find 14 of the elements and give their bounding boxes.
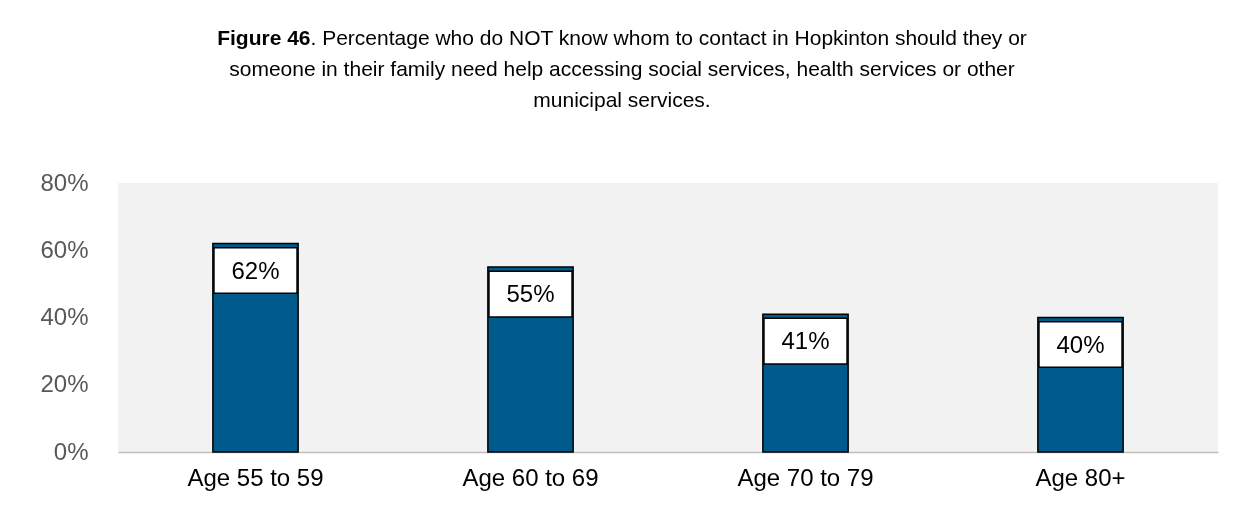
chart-title: Figure 46. Percentage who do NOT know whom to contact in Hopkinton should they or someone in their family need help accessing social services, health services or other municipal services. [216, 25, 1028, 113]
data-label: 55% [506, 280, 555, 308]
data-label: 62% [231, 256, 280, 284]
x-tick-label: Age 80+ [1035, 463, 1126, 491]
data-label: 40% [1056, 330, 1105, 358]
data-label: 41% [781, 327, 830, 355]
y-tick-label: 0% [53, 437, 89, 465]
y-tick-label: 20% [40, 370, 89, 398]
x-tick-label: Age 60 to 69 [462, 463, 599, 491]
y-tick-label: 40% [40, 303, 89, 330]
x-tick-label: Age 70 to 79 [737, 463, 874, 491]
x-tick-label: Age 55 to 59 [187, 463, 324, 491]
y-tick-label: 60% [40, 235, 89, 263]
y-tick-label: 80% [40, 168, 89, 196]
